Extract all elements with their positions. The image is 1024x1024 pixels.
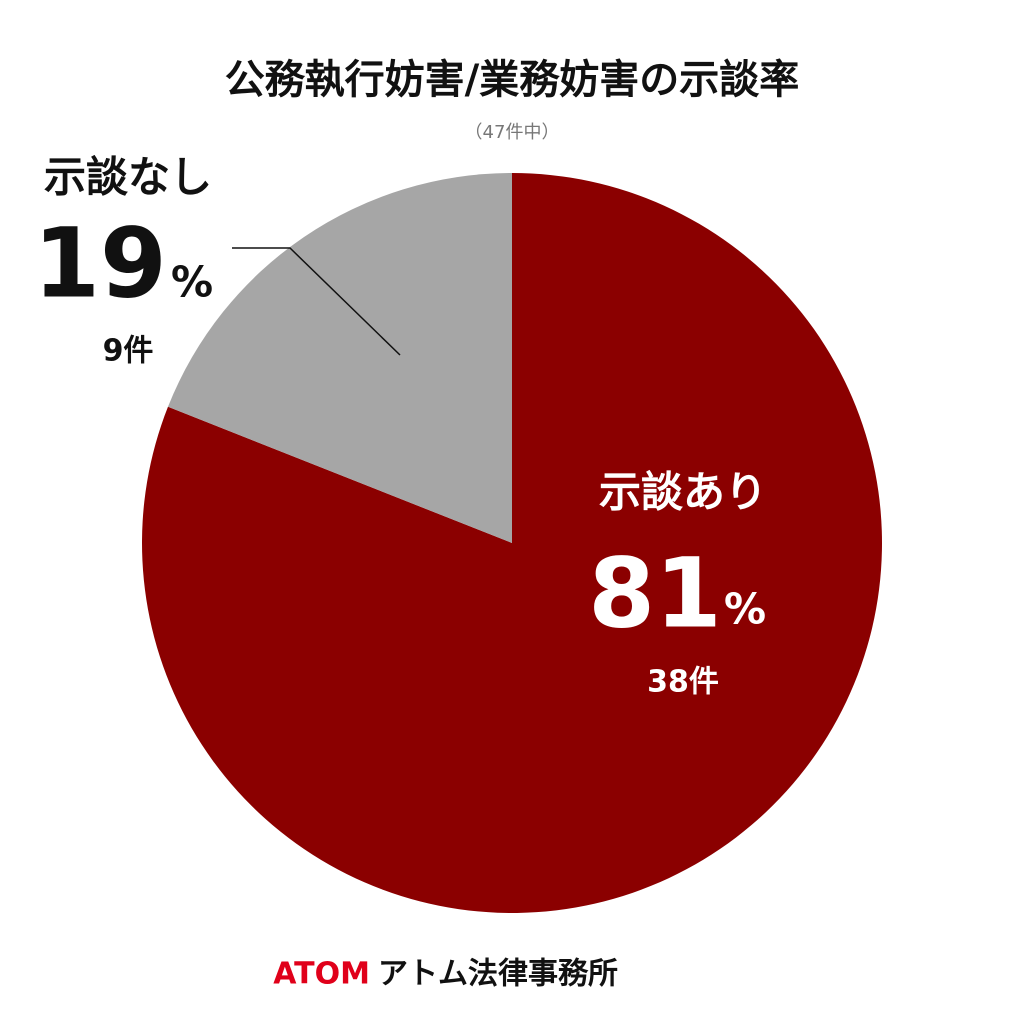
value-label: 81 [588, 537, 722, 649]
count-label: 9件 [103, 334, 154, 369]
count-label: 38件 [647, 665, 719, 700]
pie-slice [141, 173, 883, 914]
leader-line [232, 247, 401, 356]
brand-logo: ATOM [273, 957, 370, 992]
value-unit: % [724, 585, 766, 634]
slice-label: 示談あり [599, 468, 767, 517]
chart-title: 公務執行妨害/業務妨害の示談率 [225, 57, 800, 103]
chart-subtitle: （47件中） [465, 122, 560, 143]
value-label: 19 [33, 207, 167, 319]
pie-slice [167, 173, 512, 543]
brand-name: アトム法律事務所 [378, 957, 618, 992]
pie [141, 173, 883, 914]
slice-label: 示談なし [44, 153, 212, 202]
value-unit: % [171, 258, 213, 307]
